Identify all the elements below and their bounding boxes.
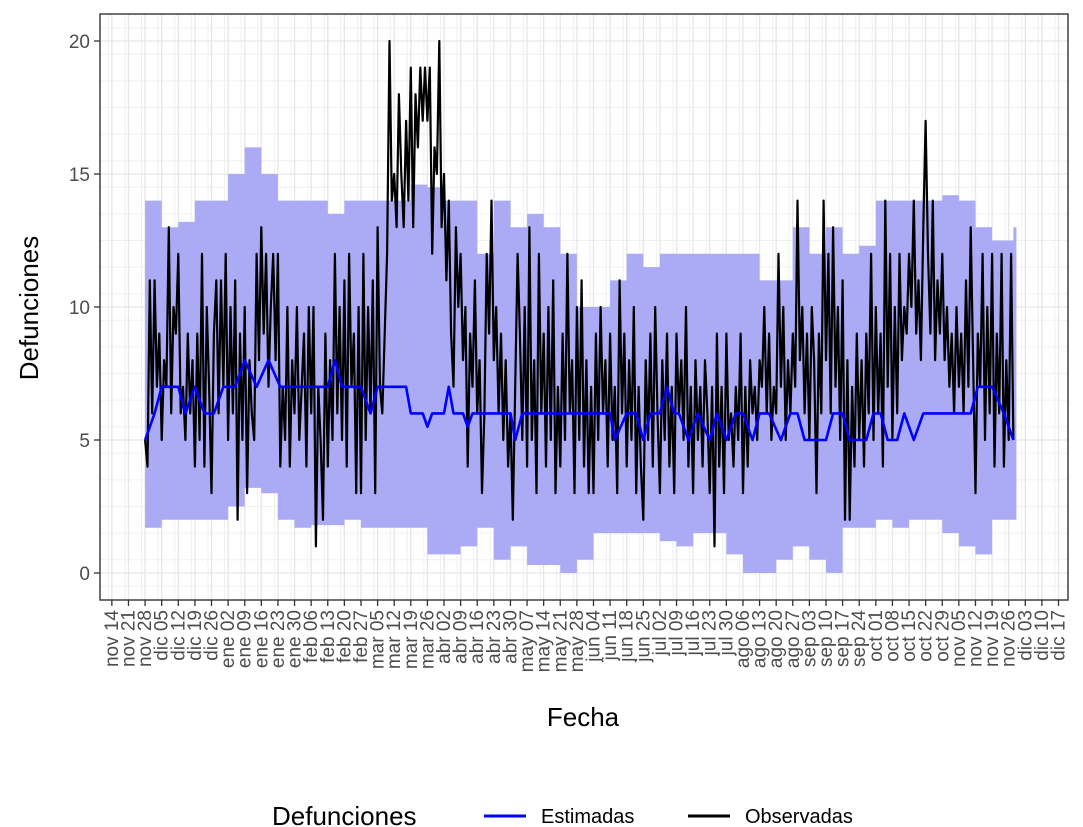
series-line-observadas <box>144 39 1015 548</box>
x-tick-label: feb 27 <box>351 610 372 663</box>
x-tick-label: dic 10 <box>1032 610 1053 661</box>
x-tick-label: ago 06 <box>733 610 754 668</box>
x-tick-label: ago 20 <box>766 610 787 668</box>
x-tick-label: abr 02 <box>434 610 455 664</box>
series-layer <box>143 39 1015 548</box>
y-tick-label: 10 <box>69 298 90 319</box>
x-tick-label: mar 12 <box>384 610 405 669</box>
x-tick-label: dic 05 <box>152 610 173 661</box>
legend-label-estimadas: Estimadas <box>541 806 634 827</box>
x-tick-label: jul 16 <box>683 610 704 656</box>
legend-title: Defunciones <box>272 801 417 827</box>
x-tick-label: nov 14 <box>102 610 123 667</box>
x-tick-label: ago 13 <box>750 610 771 668</box>
x-tick-label: ene 02 <box>218 610 239 668</box>
x-tick-label: dic 26 <box>202 610 223 661</box>
x-tick-label: sep 10 <box>816 610 837 667</box>
x-tick-label: dic 19 <box>185 610 206 661</box>
y-tick-label: 20 <box>69 32 90 53</box>
series-line-estimadas <box>143 358 1015 442</box>
x-tick-label: may 21 <box>550 610 571 672</box>
x-tick-label: oct 22 <box>916 610 937 662</box>
x-tick-label: dic 12 <box>168 610 189 661</box>
y-tick-label: 5 <box>79 431 90 452</box>
x-tick-label: oct 29 <box>932 610 953 662</box>
x-tick-label: ene 30 <box>285 610 306 668</box>
x-tick-label: oct 01 <box>866 610 887 662</box>
x-tick-label: jun 04 <box>584 610 605 663</box>
legend: Defunciones Estimadas Observadas <box>272 801 853 827</box>
x-tick-label: nov 19 <box>982 610 1003 667</box>
x-tick-label: ene 23 <box>268 610 289 668</box>
x-tick-label: ene 09 <box>235 610 256 668</box>
x-tick-label: sep 03 <box>799 610 820 667</box>
x-tick-label: nov 05 <box>949 610 970 667</box>
x-tick-label: may 28 <box>567 610 588 672</box>
x-tick-label: abr 09 <box>451 610 472 664</box>
x-tick-label: feb 06 <box>301 610 322 663</box>
x-tick-label: abr 30 <box>501 610 522 664</box>
y-axis-title: Defunciones <box>14 236 44 381</box>
y-tick-label: 15 <box>69 165 90 186</box>
x-axis-title: Fecha <box>547 702 620 732</box>
x-tick-label: jul 23 <box>700 610 721 656</box>
x-tick-label: feb 13 <box>318 610 339 663</box>
x-tick-label: feb 20 <box>334 610 355 663</box>
x-tick-label: oct 15 <box>899 610 920 662</box>
x-tick-label: jul 30 <box>716 610 737 656</box>
x-tick-label: jul 02 <box>650 610 671 656</box>
x-tick-label: mar 26 <box>417 610 438 669</box>
x-tick-label: mar 05 <box>368 610 389 669</box>
x-tick-label: ene 16 <box>251 610 272 668</box>
x-tick-label: sep 24 <box>849 610 870 667</box>
x-tick-label: jul 09 <box>667 610 688 656</box>
x-tick-label: ago 27 <box>783 610 804 668</box>
y-tick-label: 0 <box>79 564 90 585</box>
x-tick-label: nov 21 <box>119 610 140 667</box>
y-axis: 0 5 10 15 20 <box>69 32 100 585</box>
x-tick-label: sep 17 <box>833 610 854 667</box>
x-tick-label: nov 12 <box>966 610 987 667</box>
x-tick-label: mar 19 <box>401 610 422 669</box>
x-tick-label: jun 11 <box>600 610 621 661</box>
legend-label-observadas: Observadas <box>745 806 853 827</box>
x-tick-label: jun 18 <box>617 610 638 663</box>
x-tick-label: dic 03 <box>1015 610 1036 661</box>
x-tick-label: dic 17 <box>1049 610 1070 661</box>
x-tick-label: abr 23 <box>484 610 505 664</box>
x-tick-label: abr 16 <box>467 610 488 664</box>
x-tick-label: may 14 <box>534 610 555 673</box>
x-tick-label: jun 25 <box>633 610 654 663</box>
x-tick-label: nov 28 <box>135 610 156 667</box>
x-tick-label: oct 08 <box>882 610 903 662</box>
x-tick-label: nov 26 <box>999 610 1020 667</box>
x-tick-label: may 07 <box>517 610 538 672</box>
